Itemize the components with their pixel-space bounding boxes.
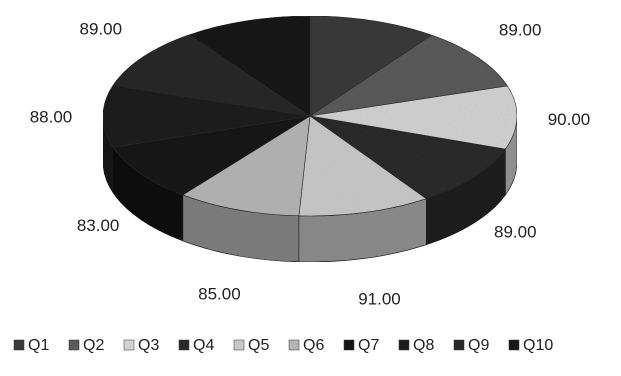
pie-slice-q3 <box>309 85 518 150</box>
pie-slice-q8 <box>102 84 311 148</box>
legend-item-q2: Q2 <box>68 337 104 354</box>
legend-swatch-q7 <box>343 339 355 351</box>
legend-label-q6: Q6 <box>303 337 324 354</box>
legend-item-q7: Q7 <box>343 337 379 354</box>
data-label-q9: 89.00 <box>80 20 123 39</box>
data-label-layer: 88.0089.0090.0089.0091.0085.0083.0088.00… <box>30 20 591 309</box>
legend-swatch-q6 <box>288 339 300 351</box>
legend-label-q2: Q2 <box>83 337 104 354</box>
data-label-q2: 89.00 <box>499 21 542 40</box>
pie-slice-q7 <box>112 115 311 196</box>
data-label-q7: 83.00 <box>77 216 120 235</box>
pie-top-layer <box>102 15 518 217</box>
data-label-q8: 88.00 <box>30 107 73 126</box>
legend-item-q6: Q6 <box>288 337 324 354</box>
legend-label-q1: Q1 <box>28 337 49 354</box>
pie-slice-q1 <box>309 15 433 117</box>
legend-item-q4: Q4 <box>178 337 214 354</box>
legend-item-q1: Q1 <box>13 337 49 354</box>
legend-item-q10: Q10 <box>508 337 553 354</box>
legend-swatch-q8 <box>398 339 410 351</box>
pie-slice-q9 <box>112 34 311 117</box>
legend-label-q9: Q9 <box>468 337 489 354</box>
data-label-q3: 90.00 <box>548 110 591 129</box>
legend-item-q3: Q3 <box>123 337 159 354</box>
legend-label-q4: Q4 <box>193 337 214 354</box>
legend-swatch-q3 <box>123 339 135 351</box>
legend-item-q9: Q9 <box>453 337 489 354</box>
data-label-q6: 85.00 <box>198 284 241 303</box>
legend-swatch-q5 <box>233 339 245 351</box>
legend-swatch-q10 <box>508 339 520 351</box>
legend-label-q8: Q8 <box>413 337 434 354</box>
legend-label-q3: Q3 <box>138 337 159 354</box>
legend-swatch-q2 <box>68 339 80 351</box>
data-label-q5: 91.00 <box>358 290 401 309</box>
pie-slice-q4 <box>309 115 506 200</box>
legend-label-q10: Q10 <box>523 337 553 354</box>
legend-item-q5: Q5 <box>233 337 269 354</box>
pie-slice-q5 <box>298 115 428 217</box>
data-label-q4: 89.00 <box>494 223 537 242</box>
legend-label-q7: Q7 <box>358 337 379 354</box>
legend-label-q5: Q5 <box>248 337 269 354</box>
legend-swatch-q9 <box>453 339 465 351</box>
pie-slice-q6 <box>182 115 311 217</box>
legend: Q1 Q2 Q3 Q4 Q5 Q6 Q7 Q8 Q9 Q10 <box>13 337 553 354</box>
legend-swatch-q1 <box>13 339 25 351</box>
legend-item-q8: Q8 <box>398 337 434 354</box>
pie-slice-q2 <box>309 34 508 117</box>
legend-swatch-q4 <box>178 339 190 351</box>
pie-slice-q10 <box>188 15 311 117</box>
